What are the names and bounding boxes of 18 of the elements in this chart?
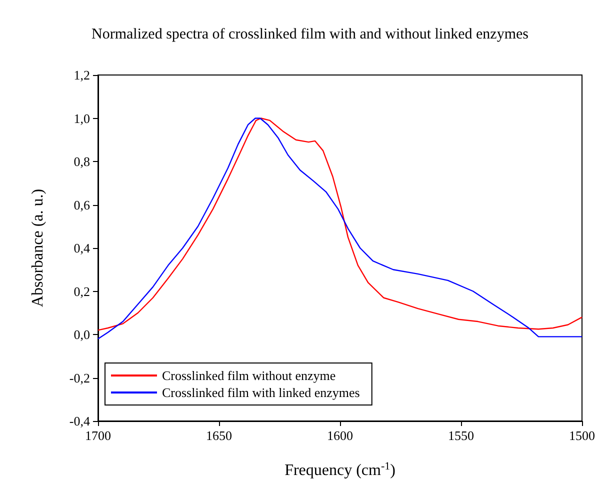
- y-tick-label: 0,6: [74, 197, 90, 212]
- y-tick-label: -0,2: [69, 370, 90, 386]
- x-tick-label: 1500: [569, 428, 595, 443]
- y-axis-title: Absorbance (a. u.): [30, 188, 46, 308]
- x-tick-label: 1700: [85, 428, 111, 443]
- y-tick-label: 0,2: [74, 284, 90, 299]
- y-tick-label: 1,0: [74, 110, 90, 126]
- y-tick-label: 0,8: [74, 154, 90, 169]
- x-tick-label: 1650: [206, 428, 232, 443]
- x-tick-label: 1550: [448, 428, 474, 443]
- y-tick-label: 1,2: [74, 68, 90, 82]
- y-tick-label: -0,4: [69, 414, 90, 428]
- x-tick-label: 1600: [327, 428, 353, 443]
- legend-label: Crosslinked film with linked enzymes: [162, 385, 360, 400]
- y-tick-label: 0,0: [74, 327, 90, 342]
- y-tick-label: 0,4: [74, 240, 90, 256]
- chart-title: Normalized spectra of crosslinked film with and without linked enzymes: [92, 26, 529, 42]
- legend-label: Crosslinked film without enzyme: [162, 368, 336, 383]
